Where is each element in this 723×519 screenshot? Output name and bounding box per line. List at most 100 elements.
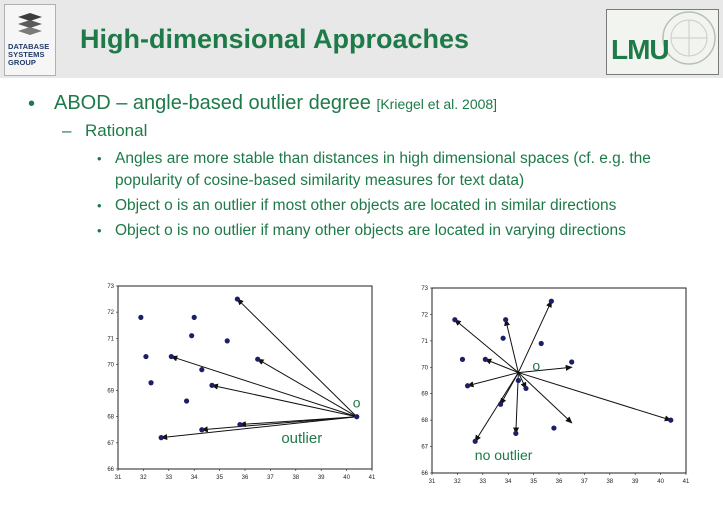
data-point [459,356,466,362]
citation: [Kriegel et al. 2008] [376,96,498,112]
data-point [452,317,458,323]
direction-arrow [484,358,519,374]
x-tick-label: 40 [343,475,350,481]
data-point [464,383,471,389]
chart-annotation: outlier [281,430,322,447]
lmu-wordmark: LMU [611,34,670,65]
data-point [234,296,240,302]
direction-arrow [170,355,357,418]
direction-arrow [454,319,519,373]
direction-arrow [517,372,527,390]
x-tick-label: 33 [479,479,486,485]
data-point [224,338,230,344]
database-systems-group-logo: DATABASE SYSTEMS GROUP [4,4,56,76]
data-point [523,385,529,392]
data-point [168,353,174,360]
x-tick-label: 32 [140,475,147,481]
chart-annotation: no outlier [475,447,533,463]
data-point [668,417,674,423]
data-point [138,314,144,320]
direction-arrow [200,416,357,433]
outlier-scatter-chart: 31 32 33 34 35 36 37 38 39 40 41 66 67 68 69 70 71 72 73 o o… [100,280,380,485]
y-tick-label: 68 [107,415,114,421]
data-point [354,414,360,420]
direction-arrow [474,372,519,443]
x-tick-label: 37 [581,479,588,485]
direction-arrow [504,318,519,373]
y-tick-label: 69 [421,392,428,398]
list-item: • Angles are more stable than distances … [97,148,715,192]
scatter-plot-svg: 31 32 33 34 35 36 37 38 39 40 41 66 67 68 69 70 71 72 73 o n… [421,286,690,485]
scatter-plot-svg: 31 32 33 34 35 36 37 38 39 40 41 66 67 68 69 70 71 72 73 o o… [107,284,376,481]
data-point [551,425,557,431]
x-tick-label: 33 [165,475,172,481]
data-point [237,421,243,428]
sub-heading: Rational [85,121,148,140]
x-tick-label: 32 [454,479,461,485]
list-item-text: Angles are more stable than distances in… [115,150,651,189]
slide-title: High-dimensional Approaches [80,24,470,54]
plot-frame [117,285,373,470]
data-point [497,401,504,407]
x-tick-label: 39 [632,479,639,485]
main-bullet-text: ABOD – angle-based outlier degree [54,92,371,114]
x-tick-label: 34 [505,479,512,485]
y-tick-label: 67 [421,445,428,451]
data-point [158,435,164,441]
object-o-label: o [532,358,540,374]
list-item-text: Object o is an outlier if most other obj… [115,197,617,214]
y-tick-label: 68 [421,418,428,424]
bullet-dot: • [97,223,102,238]
y-tick-label: 72 [421,312,428,318]
x-tick-label: 35 [530,479,537,485]
bullet-dot: • [97,151,102,166]
direction-arrow [160,416,357,440]
data-point [548,298,554,304]
no-outlier-scatter-chart: 31 32 33 34 35 36 37 38 39 40 41 66 67 68 69 70 71 72 73 o n… [414,284,694,489]
direction-arrow [466,372,519,388]
direction-arrow [518,372,573,424]
logo-text: DATABASE SYSTEMS GROUP [8,42,50,67]
direction-arrow [518,372,672,422]
data-point [199,367,205,373]
data-point [515,377,521,384]
y-tick-label: 67 [107,441,114,447]
x-tick-label: 34 [191,475,198,481]
main-bullet: ABOD – angle-based outlier degree [Krieg… [54,92,497,115]
x-tick-label: 40 [657,479,664,485]
x-tick-label: 35 [216,475,223,481]
bullet-dot: • [28,93,36,115]
slide-header: DATABASE SYSTEMS GROUP High-dimensional … [0,0,723,78]
direction-arrow [518,364,573,374]
data-point [482,356,488,362]
list-item: • Object o is no outlier if many other o… [97,220,675,242]
direction-arrow [256,358,358,418]
data-point [538,340,544,347]
university-seal-icon [662,11,716,65]
direction-arrow [236,298,358,418]
list-item-text: Object o is no outlier if many other obj… [115,222,626,239]
y-tick-label: 66 [107,467,114,473]
y-tick-label: 66 [421,471,428,477]
x-tick-label: 31 [115,475,122,481]
data-point [255,356,261,362]
x-tick-label: 38 [606,479,613,485]
data-point [513,430,519,436]
y-tick-label: 70 [421,365,428,371]
x-tick-label: 38 [292,475,299,481]
data-point [143,353,149,360]
data-point [209,382,215,388]
x-tick-label: 41 [683,479,690,485]
data-point [183,398,190,404]
data-point [472,438,478,444]
data-point [191,314,197,320]
x-tick-label: 31 [429,479,436,485]
y-tick-label: 70 [107,362,114,368]
database-stack-icon [18,13,42,35]
x-tick-label: 36 [242,475,249,481]
x-tick-label: 41 [369,475,376,481]
y-tick-label: 72 [107,310,114,316]
y-tick-label: 73 [421,286,428,292]
sub-dash: – [62,121,72,140]
data-point [189,333,195,339]
